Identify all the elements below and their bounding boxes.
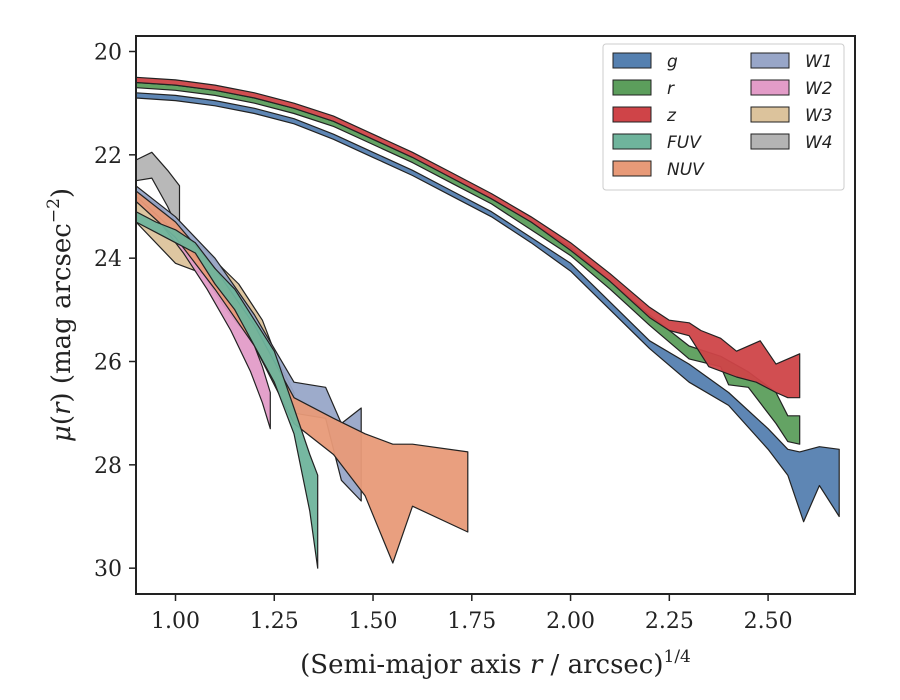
x-tick-label: 1.75 [447, 609, 496, 634]
x-tick-label: 1.25 [250, 609, 299, 634]
legend-label-z: z [666, 106, 677, 126]
y-tick-label: 30 [94, 557, 122, 582]
axis-ticks: 1.00 1.25 1.50 1.75 2.00 2.25 2.50 20 22 24 26 28 30 [94, 41, 793, 635]
y-tick-label: 24 [94, 247, 122, 272]
y-tick-label: 26 [94, 351, 122, 376]
x-tick-label: 2.50 [744, 609, 793, 634]
legend-label-w3: W3 [805, 106, 833, 126]
legend-label-fuv: FUV [667, 133, 702, 153]
legend-swatch-nuv [612, 160, 652, 177]
legend: grz FUV NUV W1 W2 W3 W4 [602, 43, 845, 191]
legend-swatch-w4 [750, 133, 790, 150]
legend-label-w1: W1 [805, 52, 833, 72]
legend-swatch-g [612, 52, 652, 69]
legend-swatch-fuv [612, 133, 652, 150]
legend-label-nuv: NUV [667, 160, 705, 180]
y-tick-label: 22 [94, 144, 122, 169]
legend-swatch-w2 [750, 79, 790, 96]
series-band-z [136, 76, 801, 399]
y-tick-label: 28 [94, 454, 122, 479]
legend-swatch-r [612, 79, 652, 96]
legend-swatch-w1 [750, 52, 790, 69]
y-tick-label: 20 [94, 41, 122, 66]
legend-swatch-z [612, 106, 652, 123]
x-axis-label: (Semi-major axis r / arcsec)1/4 [300, 647, 691, 680]
legend-swatch-w3 [750, 106, 790, 123]
legend-label-w2: W2 [805, 79, 833, 99]
y-axis-label: μ(r) (mag arcsec−2) [44, 188, 77, 442]
plot-frame [135, 35, 856, 595]
x-tick-label: 1.50 [349, 609, 398, 634]
legend-label-r: r [667, 79, 675, 99]
x-tick-label: 2.25 [645, 609, 694, 634]
series-band-g [136, 92, 840, 523]
series-layer [136, 76, 840, 569]
legend-label-w4: W4 [805, 133, 833, 153]
legend-label-g: g [667, 52, 678, 72]
x-tick-label: 2.00 [546, 609, 595, 634]
x-tick-label: 1.00 [151, 609, 200, 634]
series-band-fuv [136, 211, 319, 569]
